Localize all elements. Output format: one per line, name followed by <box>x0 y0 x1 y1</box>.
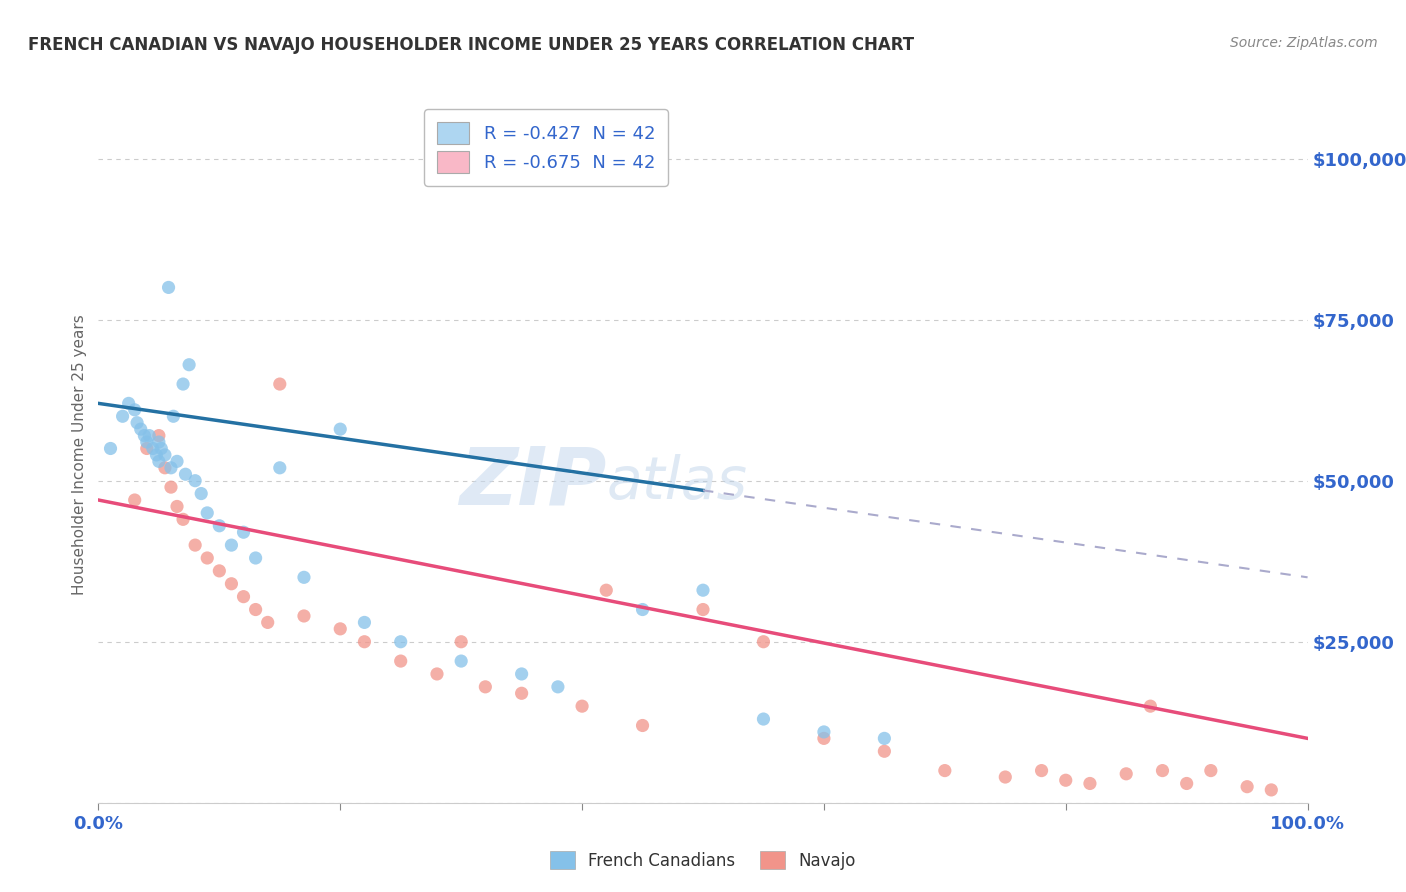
Point <box>135 442 157 456</box>
Point <box>232 525 254 540</box>
Point <box>135 435 157 450</box>
Point <box>329 622 352 636</box>
Point <box>195 551 218 566</box>
Point <box>256 615 278 630</box>
Point <box>329 422 352 436</box>
Point <box>752 634 775 648</box>
Point <box>208 564 231 578</box>
Point <box>813 725 835 739</box>
Point <box>1031 764 1053 778</box>
Point <box>162 409 184 424</box>
Point <box>138 428 160 442</box>
Point <box>148 435 170 450</box>
Point <box>1054 773 1077 788</box>
Point <box>269 377 291 392</box>
Point <box>245 551 267 566</box>
Point <box>124 402 146 417</box>
Point <box>166 500 188 514</box>
Point <box>148 454 170 468</box>
Point <box>172 512 194 526</box>
Point <box>221 538 243 552</box>
Point <box>1115 766 1137 781</box>
Point <box>692 602 714 616</box>
Point <box>752 712 775 726</box>
Point <box>269 460 291 475</box>
Point <box>426 667 449 681</box>
Point <box>221 576 243 591</box>
Point <box>389 654 412 668</box>
Point <box>547 680 569 694</box>
Point <box>510 667 533 681</box>
Point <box>631 602 654 616</box>
Text: atlas: atlas <box>606 454 747 511</box>
Point <box>129 422 152 436</box>
Point <box>118 396 141 410</box>
Point <box>195 506 218 520</box>
Point <box>1199 764 1222 778</box>
Y-axis label: Householder Income Under 25 years: Householder Income Under 25 years <box>72 315 87 595</box>
Point <box>1260 783 1282 797</box>
Point <box>184 474 207 488</box>
Point <box>934 764 956 778</box>
Point <box>153 460 176 475</box>
Point <box>873 731 896 746</box>
Point <box>1152 764 1174 778</box>
Point <box>450 654 472 668</box>
Point <box>232 590 254 604</box>
Point <box>1139 699 1161 714</box>
Point <box>813 731 835 746</box>
Point <box>510 686 533 700</box>
Text: ZIP: ZIP <box>458 443 606 522</box>
Point <box>389 634 412 648</box>
Point <box>353 615 375 630</box>
Point <box>157 280 180 294</box>
Text: FRENCH CANADIAN VS NAVAJO HOUSEHOLDER INCOME UNDER 25 YEARS CORRELATION CHART: FRENCH CANADIAN VS NAVAJO HOUSEHOLDER IN… <box>28 36 914 54</box>
Point <box>994 770 1017 784</box>
Point <box>150 442 173 456</box>
Point <box>145 448 167 462</box>
Point <box>100 442 122 456</box>
Point <box>160 480 183 494</box>
Point <box>184 538 207 552</box>
Text: Source: ZipAtlas.com: Source: ZipAtlas.com <box>1230 36 1378 50</box>
Point <box>111 409 134 424</box>
Point <box>292 570 315 584</box>
Point <box>127 416 149 430</box>
Point <box>631 718 654 732</box>
Point <box>353 634 375 648</box>
Point <box>1236 780 1258 794</box>
Point <box>142 442 165 456</box>
Point <box>172 377 194 392</box>
Point <box>148 428 170 442</box>
Point <box>190 486 212 500</box>
Point <box>1078 776 1101 790</box>
Point <box>208 518 231 533</box>
Point <box>1175 776 1198 790</box>
Point <box>124 493 146 508</box>
Point <box>873 744 896 758</box>
Point <box>160 460 183 475</box>
Point <box>179 358 201 372</box>
Legend: French Canadians, Navajo: French Canadians, Navajo <box>541 843 865 878</box>
Point <box>245 602 267 616</box>
Point <box>692 583 714 598</box>
Point <box>474 680 496 694</box>
Point <box>153 448 176 462</box>
Point <box>174 467 197 482</box>
Point <box>166 454 188 468</box>
Point <box>292 609 315 624</box>
Point <box>450 634 472 648</box>
Point <box>595 583 617 598</box>
Point <box>134 428 156 442</box>
Point <box>571 699 593 714</box>
